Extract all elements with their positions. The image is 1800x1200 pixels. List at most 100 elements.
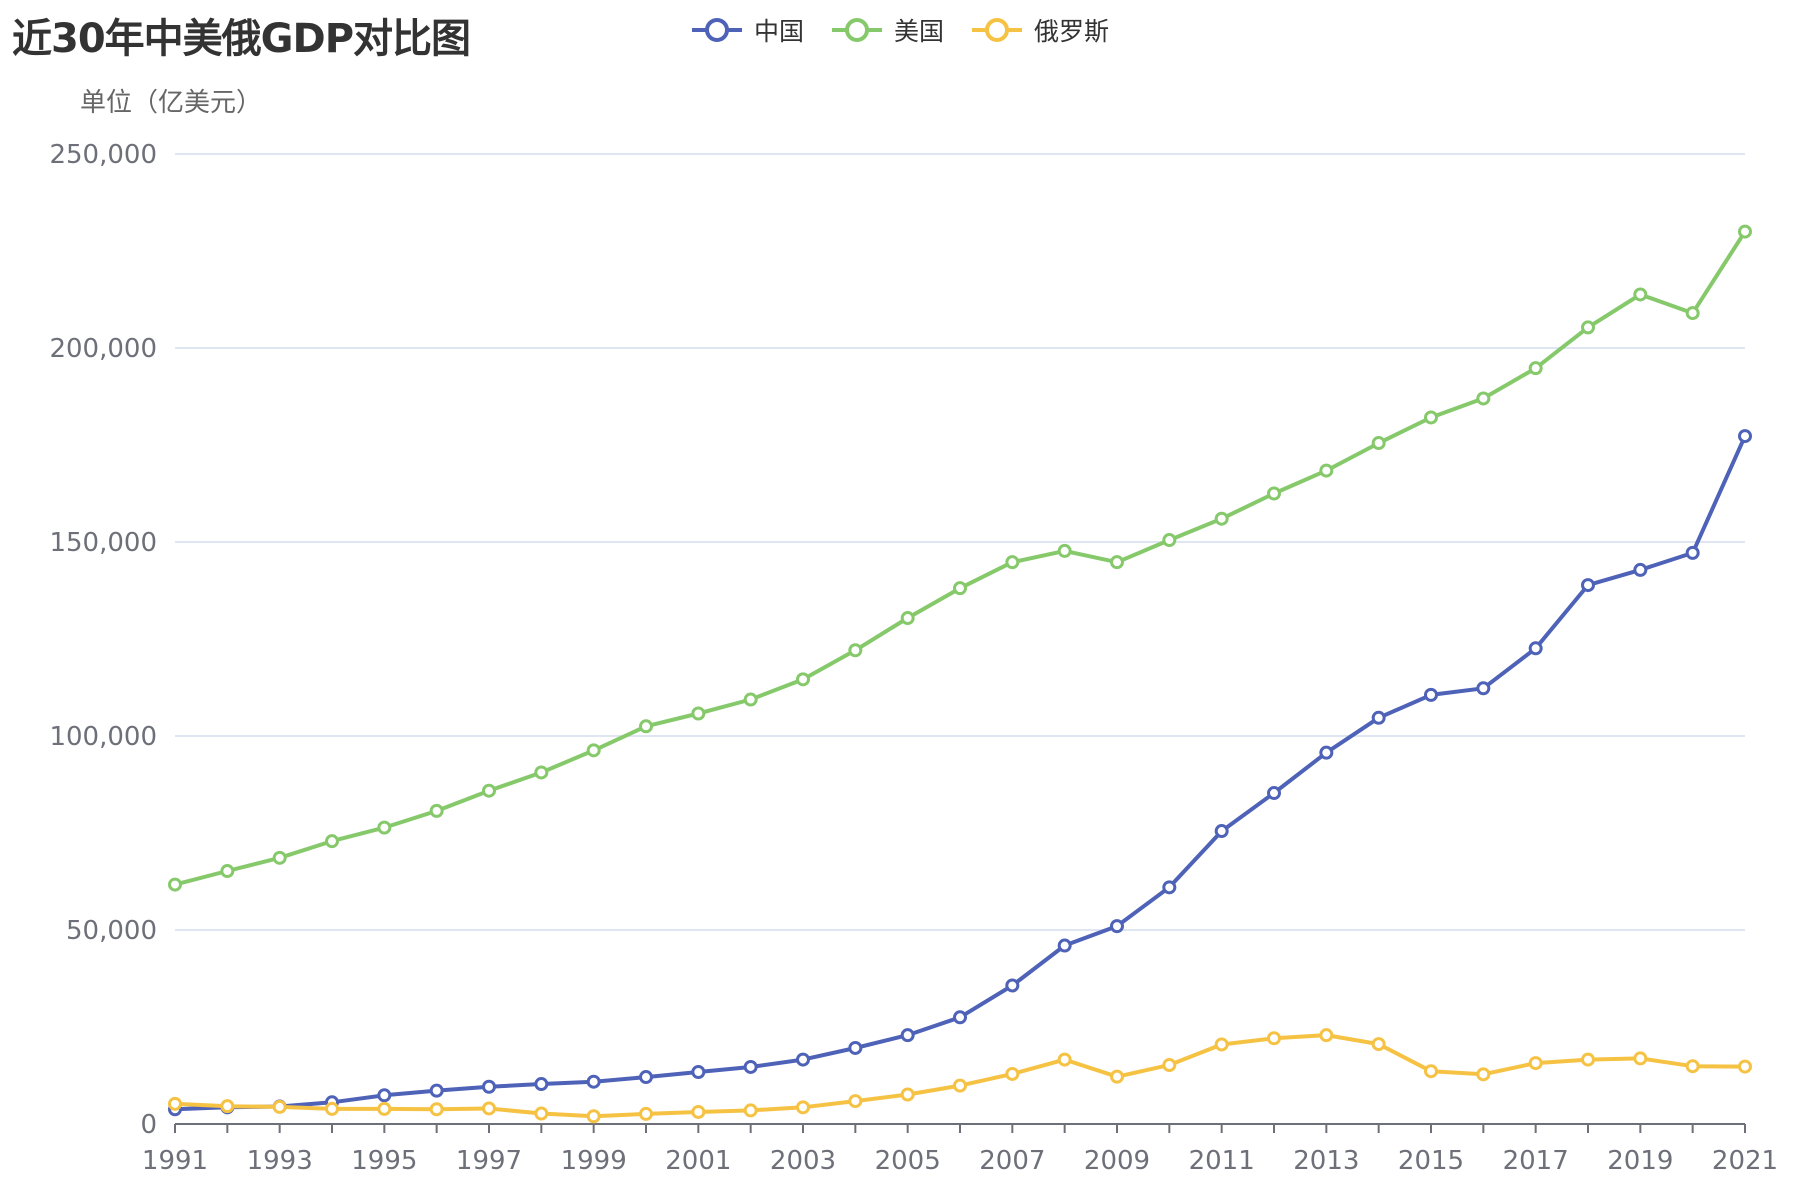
data-point[interactable] [1057, 938, 1072, 953]
data-point[interactable] [1319, 1028, 1334, 1043]
data-point[interactable] [1005, 1066, 1020, 1081]
data-point[interactable] [848, 1040, 863, 1055]
data-point[interactable] [1424, 687, 1438, 702]
data-point[interactable] [325, 834, 339, 849]
data-point[interactable] [534, 1106, 549, 1121]
data-point[interactable] [220, 864, 235, 879]
data-point[interactable] [429, 803, 444, 818]
data-point[interactable] [1057, 1052, 1072, 1067]
data-point[interactable] [1738, 1059, 1752, 1074]
data-point[interactable] [1528, 641, 1543, 656]
data-point[interactable] [534, 765, 549, 780]
data-point[interactable] [1371, 436, 1386, 451]
data-point[interactable] [534, 1077, 549, 1092]
data-point[interactable] [1424, 410, 1438, 425]
data-point[interactable] [1371, 710, 1386, 725]
data-point[interactable] [1476, 1067, 1491, 1082]
y-tick-label: 200,000 [49, 334, 157, 364]
data-point[interactable] [1110, 1069, 1124, 1084]
data-point[interactable] [1528, 361, 1543, 376]
legend-marker [832, 18, 883, 42]
data-point[interactable] [272, 850, 287, 865]
data-point[interactable] [691, 1065, 706, 1080]
data-point[interactable] [1633, 287, 1648, 302]
x-tick-label: 2011 [1189, 1146, 1255, 1176]
data-point[interactable] [586, 743, 601, 758]
data-point[interactable] [1214, 511, 1229, 526]
y-axis-unit-label: 单位（亿美元） [80, 88, 263, 118]
x-tick-label: 2013 [1293, 1146, 1359, 1176]
data-point[interactable] [1738, 224, 1752, 239]
data-point[interactable] [953, 581, 967, 596]
data-point[interactable] [848, 1094, 863, 1109]
data-point[interactable] [429, 1083, 444, 1098]
data-point[interactable] [639, 719, 653, 734]
data-point[interactable] [1319, 463, 1334, 478]
data-point[interactable] [691, 1104, 706, 1119]
data-point[interactable] [1214, 824, 1229, 839]
data-point[interactable] [586, 1074, 601, 1089]
data-point[interactable] [482, 783, 496, 798]
data-point[interactable] [639, 1070, 653, 1085]
data-point[interactable] [796, 672, 810, 687]
data-point[interactable] [220, 1099, 235, 1114]
data-point[interactable] [482, 1101, 496, 1116]
data-point[interactable] [1685, 1059, 1700, 1074]
data-point[interactable] [586, 1109, 601, 1124]
data-point[interactable] [1110, 555, 1124, 570]
data-point[interactable] [1685, 306, 1700, 321]
data-point[interactable] [272, 1099, 287, 1114]
data-point[interactable] [691, 706, 706, 721]
data-point[interactable] [743, 1059, 758, 1074]
data-point[interactable] [639, 1106, 653, 1121]
legend-item[interactable]: 中国 [690, 12, 804, 48]
data-point[interactable] [953, 1078, 967, 1093]
data-point[interactable] [900, 1087, 915, 1102]
data-point[interactable] [168, 1096, 182, 1111]
data-point[interactable] [900, 611, 915, 626]
data-point[interactable] [429, 1102, 444, 1117]
data-point[interactable] [1581, 320, 1595, 335]
data-point[interactable] [1371, 1037, 1386, 1052]
data-point[interactable] [1162, 1058, 1177, 1073]
data-point[interactable] [1162, 880, 1177, 895]
data-point[interactable] [1581, 1052, 1595, 1067]
data-point[interactable] [1476, 391, 1491, 406]
legend-item[interactable]: 美国 [830, 12, 944, 48]
data-point[interactable] [1005, 555, 1020, 570]
data-point[interactable] [1633, 1051, 1648, 1066]
data-point[interactable] [1685, 545, 1700, 560]
data-point[interactable] [377, 1088, 392, 1103]
data-point[interactable] [1424, 1064, 1438, 1079]
legend-label: 俄罗斯 [1034, 17, 1110, 46]
data-point[interactable] [1633, 562, 1648, 577]
data-point[interactable] [168, 877, 182, 892]
data-point[interactable] [377, 820, 392, 835]
data-point[interactable] [1319, 745, 1334, 760]
data-point[interactable] [1581, 578, 1595, 593]
data-point[interactable] [1267, 1031, 1281, 1046]
legend-item[interactable]: 俄罗斯 [970, 12, 1109, 48]
data-point[interactable] [796, 1052, 810, 1067]
data-point[interactable] [1476, 681, 1491, 696]
data-point[interactable] [1057, 543, 1072, 558]
data-point[interactable] [377, 1101, 392, 1116]
data-point[interactable] [1738, 429, 1752, 444]
data-point[interactable] [848, 643, 863, 658]
data-point[interactable] [796, 1100, 810, 1115]
data-point[interactable] [1005, 978, 1020, 993]
data-point[interactable] [743, 692, 758, 707]
data-point[interactable] [1528, 1056, 1543, 1071]
data-point[interactable] [743, 1103, 758, 1118]
x-tick-label: 2003 [770, 1146, 836, 1176]
data-point[interactable] [1110, 919, 1124, 934]
data-point[interactable] [1214, 1037, 1229, 1052]
data-point[interactable] [900, 1028, 915, 1043]
data-point[interactable] [325, 1101, 339, 1116]
data-point[interactable] [1267, 786, 1281, 801]
data-point[interactable] [1162, 533, 1177, 548]
data-point[interactable] [1267, 486, 1281, 501]
data-point[interactable] [953, 1010, 967, 1025]
data-point[interactable] [482, 1079, 496, 1094]
